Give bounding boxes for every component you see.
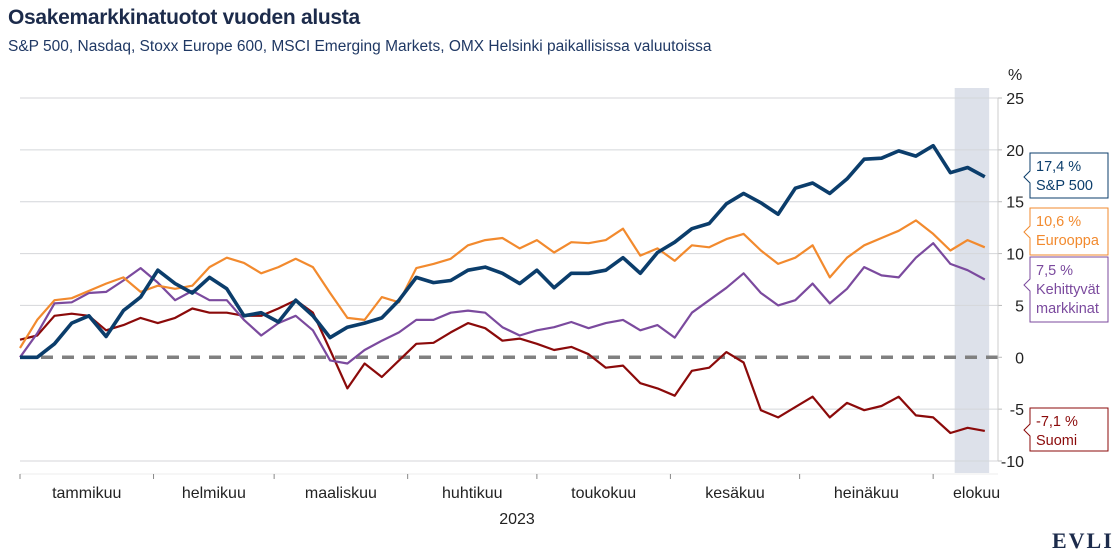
chart-subtitle: S&P 500, Nasdaq, Stoxx Europe 600, MSCI …	[8, 38, 712, 55]
chart-title: Osakemarkkinatuotot vuoden alusta	[8, 6, 360, 29]
end-value-label: 7,5 %	[1036, 263, 1073, 279]
end-label-callout: 10,6 % Eurooppa	[1023, 207, 1109, 256]
series-name-label: Suomi	[1036, 433, 1077, 449]
callout-box	[1023, 256, 1109, 323]
callout-box	[1023, 152, 1109, 199]
x-month-label: maaliskuu	[305, 485, 377, 502]
end-value-label: 17,4 %	[1036, 159, 1081, 175]
x-month-label: tammikuu	[52, 485, 121, 502]
series-name-label: Eurooppa	[1036, 233, 1100, 249]
series-line-suomi	[19, 299, 985, 435]
y-tick-label: 25	[1006, 91, 1024, 108]
end-label-callout: -7,1 % Suomi	[1023, 407, 1109, 452]
y-tick-label: 20	[1006, 143, 1024, 160]
series-name-label: Kehittyvät	[1036, 282, 1100, 298]
series-name-label: markkinat	[1036, 301, 1099, 317]
y-tick-label: -10	[1001, 454, 1024, 471]
y-axis-unit: %	[1008, 67, 1022, 84]
x-month-label: kesäkuu	[705, 485, 765, 502]
x-month-label: helmikuu	[182, 485, 246, 502]
x-month-label: heinäkuu	[834, 485, 899, 502]
highlight-band	[954, 88, 990, 473]
evli-logo: EVLI	[1052, 528, 1114, 553]
series-name-label: S&P 500	[1036, 178, 1093, 194]
callout-box	[1023, 207, 1109, 256]
y-tick-label: 10	[1006, 247, 1024, 264]
y-tick-label: 5	[1015, 298, 1024, 315]
x-axis-year-label: 2023	[499, 511, 535, 528]
y-tick-label: -5	[1010, 402, 1024, 419]
x-month-label: toukokuu	[571, 485, 636, 502]
series-line-kehittyv-t-markkinat	[19, 242, 986, 365]
y-tick-label: 15	[1006, 195, 1024, 212]
end-label-callout: 7,5 % Kehittyvät markkinat	[1023, 256, 1109, 323]
end-value-label: -7,1 %	[1036, 414, 1078, 430]
x-month-label: elokuu	[953, 485, 1000, 502]
series-line-eurooppa	[19, 219, 986, 349]
end-label-callout: 17,4 % S&P 500	[1023, 152, 1109, 199]
y-tick-label: 0	[1015, 350, 1024, 367]
x-month-label: huhtikuu	[442, 485, 503, 502]
series-line-s-p-500	[20, 143, 986, 360]
callout-box	[1023, 407, 1109, 452]
end-value-label: 10,6 %	[1036, 214, 1081, 230]
